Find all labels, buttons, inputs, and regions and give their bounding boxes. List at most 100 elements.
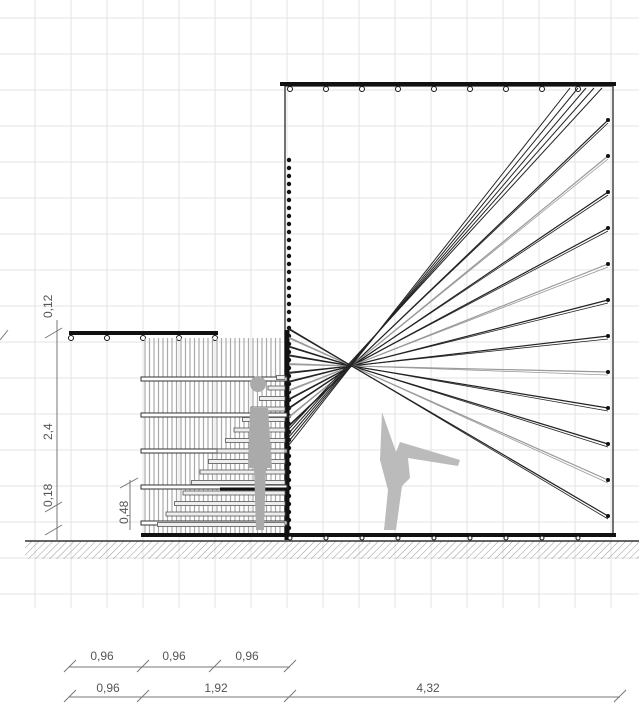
node (503, 86, 509, 92)
string (288, 345, 609, 448)
node (395, 86, 401, 92)
ground-hatch (25, 541, 639, 559)
node (286, 277, 292, 283)
node (286, 301, 292, 307)
string (288, 87, 587, 438)
node (286, 477, 292, 483)
node (286, 269, 292, 275)
node (606, 118, 610, 122)
node (286, 493, 292, 499)
node (68, 335, 74, 341)
step (174, 501, 286, 506)
node (286, 317, 292, 323)
node (575, 535, 581, 541)
node (286, 525, 292, 531)
node (606, 298, 610, 302)
dim-label: 0,12 (41, 294, 55, 318)
node (286, 285, 292, 291)
node (539, 86, 545, 92)
node (286, 205, 292, 211)
node (286, 333, 292, 339)
cartwheel-figure (380, 412, 460, 530)
step (182, 490, 286, 496)
node (286, 157, 292, 163)
string (288, 338, 609, 373)
structure (68, 82, 616, 541)
node (286, 501, 292, 507)
dim-label: 0,96 (96, 681, 120, 695)
node (286, 509, 292, 515)
string (288, 302, 609, 382)
node (286, 381, 292, 387)
dim-label: 0,18 (41, 483, 55, 507)
node (286, 365, 292, 371)
node (286, 341, 292, 347)
node (286, 309, 292, 315)
step (191, 480, 286, 485)
node (606, 154, 610, 158)
node (286, 261, 292, 267)
step (199, 469, 286, 475)
step (276, 375, 286, 380)
node (323, 86, 329, 92)
node (606, 514, 610, 518)
string (288, 336, 609, 484)
node (606, 442, 610, 446)
rail (140, 484, 288, 490)
node (286, 245, 292, 251)
rail (140, 448, 288, 454)
node (606, 190, 610, 194)
node (286, 357, 292, 363)
node (606, 262, 610, 266)
node (104, 335, 110, 341)
node (286, 213, 292, 219)
node (286, 181, 292, 187)
node (359, 86, 365, 92)
node (286, 485, 292, 491)
string (288, 354, 609, 412)
string (288, 87, 571, 446)
node (286, 517, 292, 523)
node (467, 535, 473, 541)
node (286, 293, 292, 299)
node (467, 86, 473, 92)
dim-label: 1,92 (204, 681, 228, 695)
step (259, 396, 286, 401)
person-figure (248, 376, 272, 530)
node (286, 165, 292, 171)
node (286, 229, 292, 235)
node (395, 535, 401, 541)
dim-label: 0,96 (90, 649, 114, 663)
node (287, 86, 293, 92)
string (288, 87, 595, 434)
vertical-dimensions (0, 320, 139, 540)
node (606, 226, 610, 230)
node (286, 173, 292, 179)
step (165, 511, 286, 517)
string (288, 363, 609, 376)
node (431, 535, 437, 541)
node (286, 221, 292, 227)
step (157, 522, 286, 527)
node (286, 469, 292, 475)
node (606, 406, 610, 410)
dim-label: 0,48 (117, 500, 131, 524)
node (539, 535, 545, 541)
dim-label: 2,4 (41, 423, 55, 440)
node (286, 189, 292, 195)
node (286, 453, 292, 459)
node (503, 535, 509, 541)
rail (140, 376, 288, 382)
node (286, 253, 292, 259)
node (359, 535, 365, 541)
node (323, 535, 329, 541)
node (286, 461, 292, 467)
node (287, 535, 293, 541)
string (288, 266, 609, 391)
horizontal-dimensions (63, 659, 627, 703)
node (286, 429, 292, 435)
string (288, 122, 609, 426)
node (286, 197, 292, 203)
node (286, 349, 292, 355)
